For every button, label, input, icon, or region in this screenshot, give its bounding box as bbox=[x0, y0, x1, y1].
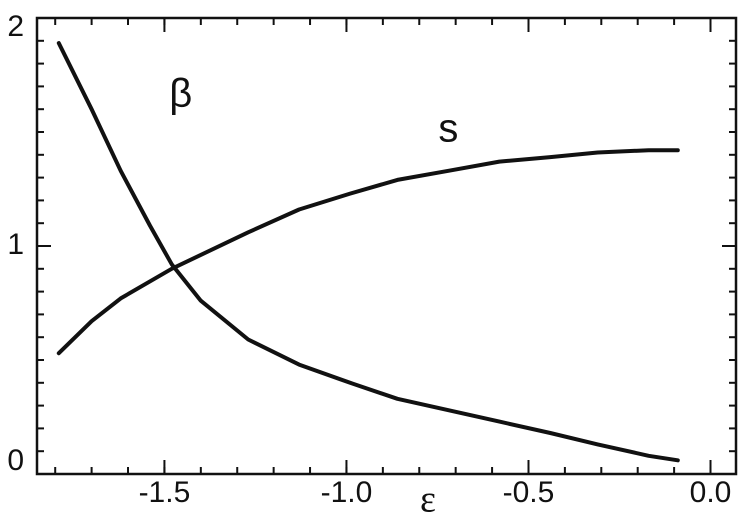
y-tick-label: 1 bbox=[7, 228, 24, 261]
x-tick-label: -1.5 bbox=[139, 476, 191, 509]
y-tick-label: 2 bbox=[7, 10, 24, 43]
x-tick-label: 0.0 bbox=[690, 476, 732, 509]
x-axis-label: ε bbox=[420, 479, 436, 521]
series-line bbox=[56, 148, 680, 356]
x-tick-label: -0.5 bbox=[503, 476, 555, 509]
y-tick-label: 0 bbox=[7, 444, 24, 477]
plot-frame bbox=[35, 16, 738, 476]
series-label: β bbox=[169, 71, 192, 115]
series-line bbox=[56, 41, 680, 463]
x-tick-label: -1.0 bbox=[321, 476, 373, 509]
series-label: s bbox=[438, 106, 458, 150]
